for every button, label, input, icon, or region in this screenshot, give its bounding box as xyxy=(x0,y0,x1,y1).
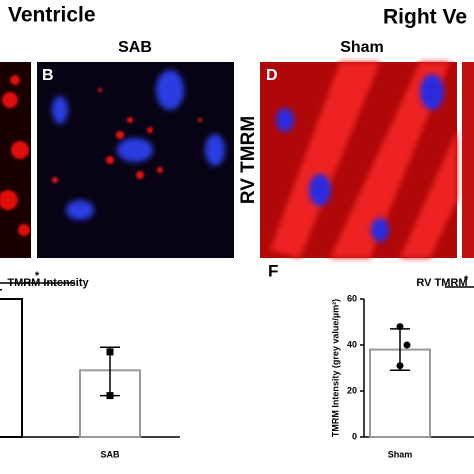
chart-title: RV TMRM xyxy=(416,277,467,289)
micrograph-b xyxy=(37,62,234,258)
y-axis-label: TMRM Intensity (grey value/µm²) xyxy=(330,299,340,437)
micrograph-d xyxy=(260,62,457,258)
y-tick-label: 60 xyxy=(347,293,357,303)
data-point xyxy=(106,392,114,400)
bar xyxy=(0,298,23,438)
panel-letter: D xyxy=(266,67,278,84)
y-tick-label: 20 xyxy=(347,385,357,395)
row-label: RV TMRM xyxy=(238,116,259,204)
data-point xyxy=(396,323,404,331)
data-point xyxy=(106,348,114,356)
micrograph-edge xyxy=(462,62,474,258)
panel-title: Sham xyxy=(340,39,384,56)
panel-letter: F xyxy=(268,261,278,280)
y-tick-label: 40 xyxy=(347,339,357,349)
heading: Ventricle xyxy=(8,4,96,27)
micrograph-a xyxy=(0,62,31,258)
y-tick-label: 0 xyxy=(352,431,357,441)
panel-letter: B xyxy=(42,67,54,84)
data-point xyxy=(396,362,404,370)
data-point xyxy=(403,341,411,349)
panel-title: SAB xyxy=(118,39,152,56)
x-tick-label: SAB xyxy=(100,449,120,459)
significance-mark: * xyxy=(464,274,469,286)
x-tick-label: Sham xyxy=(388,449,413,459)
heading: Right Ve xyxy=(383,6,467,29)
significance-mark: * xyxy=(35,270,40,282)
